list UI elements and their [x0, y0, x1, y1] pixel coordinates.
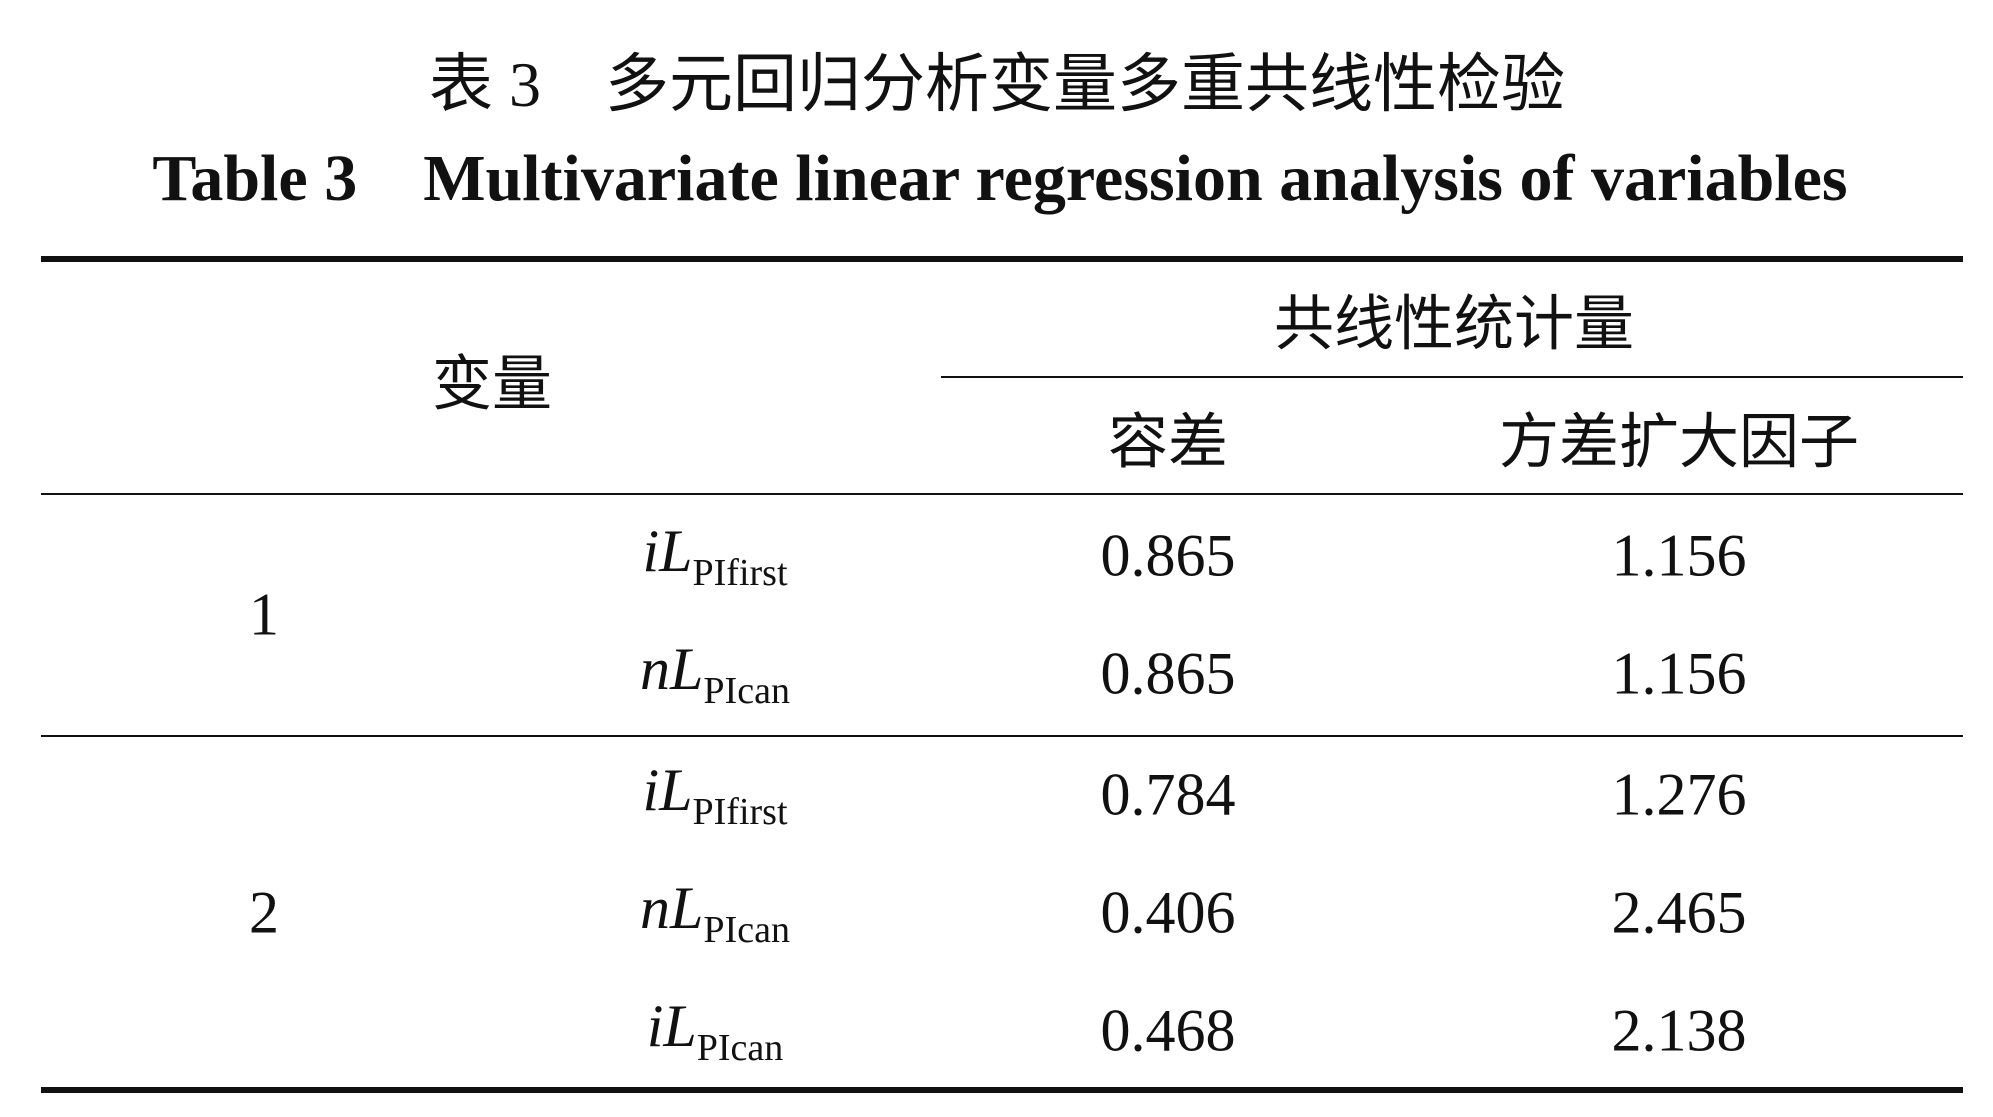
variable: nLPIcan — [640, 635, 790, 713]
variable-subscript: PIfirst — [692, 791, 788, 833]
variable-subscript: PIfirst — [692, 552, 788, 594]
top-rule — [41, 256, 1963, 262]
variable: iLPIfirst — [642, 517, 787, 595]
variable-subscript: PIcan — [703, 670, 790, 712]
variable-name: iL — [642, 518, 693, 584]
tolerance: 0.865 — [1100, 522, 1236, 589]
tolerance: 0.784 — [1100, 761, 1236, 828]
tolerance: 0.406 — [1100, 879, 1236, 946]
tolerance: 0.468 — [1100, 997, 1236, 1064]
model: 1 — [249, 581, 279, 648]
vif: 1.156 — [1611, 522, 1747, 589]
vif: 1.276 — [1611, 761, 1747, 828]
model: 2 — [249, 879, 279, 946]
variable-subscript: PIcan — [696, 1027, 784, 1069]
variable: iLPIcan — [647, 992, 784, 1070]
vif: 1.156 — [1611, 640, 1747, 707]
header-variable: 变量 — [432, 351, 552, 418]
variable-name: iL — [646, 993, 697, 1059]
variable-name: nL — [640, 875, 704, 941]
group-rule — [941, 376, 1963, 378]
bottom-rule — [41, 1087, 1963, 1093]
vif: 2.465 — [1611, 879, 1747, 946]
header-rule — [41, 493, 1963, 495]
header-tolerance: 容差 — [1108, 409, 1228, 476]
header-group: 共线性统计量 — [1274, 291, 1634, 358]
header-vif: 方差扩大因子 — [1499, 409, 1859, 476]
variable-name: nL — [640, 636, 704, 702]
group-rule — [41, 735, 1963, 737]
vif: 2.138 — [1611, 997, 1747, 1064]
title-en: Table 3 Multivariate linear regression a… — [152, 142, 1848, 215]
variable-subscript: PIcan — [703, 909, 790, 951]
tolerance: 0.865 — [1100, 640, 1236, 707]
variable-name: iL — [642, 757, 693, 823]
variable: iLPIfirst — [642, 756, 787, 834]
title-cn: 表 3 多元回归分析变量多重共线性检验 — [429, 49, 1565, 120]
variable: nLPIcan — [640, 874, 790, 952]
